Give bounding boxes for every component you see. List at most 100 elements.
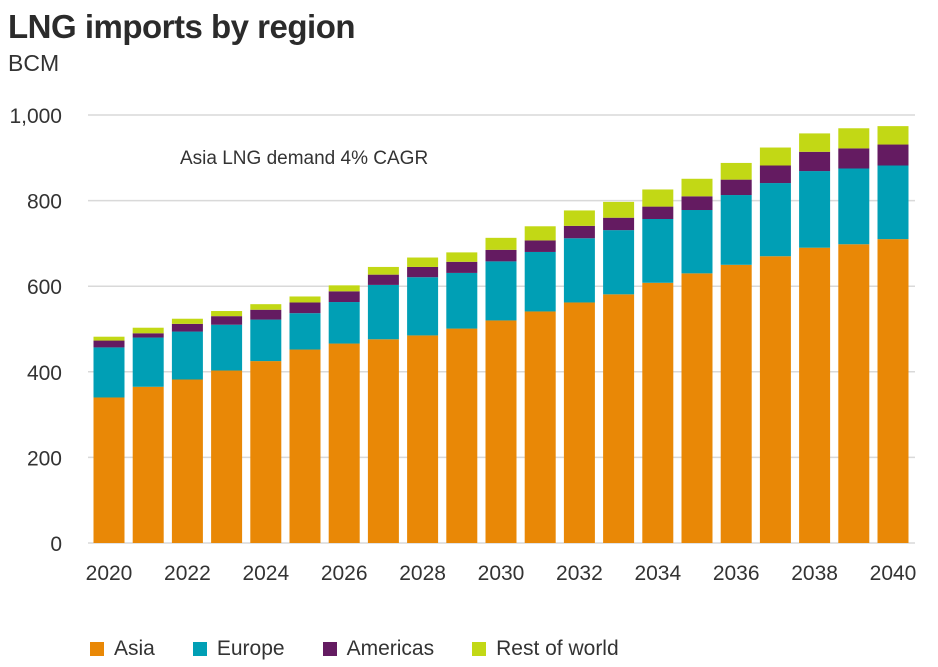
bar-americas-2039 [838, 148, 870, 169]
y-tick-label: 1,000 [9, 105, 62, 128]
legend-item: Europe [192, 637, 285, 661]
x-tick-label: 2028 [399, 562, 446, 585]
bar-asia-2021 [132, 386, 164, 543]
x-tick-label: 2020 [86, 562, 133, 585]
bar-americas-2027 [367, 274, 399, 285]
bar-europe-2027 [367, 284, 399, 340]
bar-americas-2023 [211, 316, 243, 325]
bar-americas-2021 [132, 333, 164, 338]
bar-asia-2034 [642, 282, 674, 543]
bar-europe-2034 [642, 219, 674, 283]
bar-europe-2031 [524, 251, 556, 312]
bar-asia-2033 [603, 294, 635, 543]
bar-americas-2032 [563, 225, 595, 239]
bar-rest-of-world-2023 [211, 311, 243, 317]
bar-rest-of-world-2020 [93, 336, 125, 341]
y-tick-label: 600 [27, 276, 62, 299]
bar-europe-2024 [250, 319, 282, 362]
bar-rest-of-world-2038 [799, 133, 831, 152]
bar-americas-2022 [171, 323, 203, 332]
bar-rest-of-world-2030 [485, 237, 517, 250]
x-tick-label: 2024 [242, 562, 289, 585]
legend-label: Americas [346, 637, 435, 660]
bar-asia-2024 [250, 361, 282, 543]
bar-americas-2037 [759, 165, 791, 184]
legend-item: Asia [90, 637, 155, 661]
x-tick-label: 2032 [556, 562, 603, 585]
bar-americas-2029 [446, 261, 478, 273]
bar-rest-of-world-2034 [642, 189, 674, 207]
bar-rest-of-world-2037 [759, 147, 791, 166]
x-tick-label: 2034 [634, 562, 681, 585]
bar-asia-2040 [877, 239, 909, 543]
bar-americas-2033 [603, 217, 635, 231]
bar-europe-2021 [132, 337, 164, 387]
bar-americas-2040 [877, 144, 909, 166]
y-tick-label: 200 [27, 447, 62, 470]
bar-rest-of-world-2021 [132, 327, 164, 334]
bar-americas-2020 [93, 340, 125, 348]
legend-swatch [192, 642, 207, 656]
bar-rest-of-world-2035 [681, 178, 713, 197]
bar-americas-2026 [328, 291, 360, 303]
bar-americas-2038 [799, 151, 831, 172]
y-tick-label: 0 [50, 533, 62, 556]
bar-europe-2038 [799, 171, 831, 248]
bar-asia-2038 [799, 247, 831, 543]
chart-title: LNG imports by region [8, 8, 356, 45]
bar-asia-2032 [563, 302, 595, 543]
legend-label: Rest of world [496, 637, 619, 660]
annotation: Asia LNG demand 4% CAGR [180, 148, 428, 169]
x-tick-label: 2038 [791, 562, 838, 585]
bar-europe-2035 [681, 210, 713, 274]
bar-rest-of-world-2028 [407, 257, 439, 267]
bar-rest-of-world-2026 [328, 285, 360, 292]
y-tick-label: 400 [27, 362, 62, 385]
bar-europe-2032 [563, 238, 595, 303]
x-tick-label: 2030 [478, 562, 525, 585]
x-tick-label: 2022 [164, 562, 211, 585]
bar-asia-2037 [759, 256, 791, 543]
bar-asia-2028 [407, 335, 439, 543]
bar-americas-2025 [289, 302, 321, 314]
bar-rest-of-world-2029 [446, 252, 478, 262]
bar-americas-2036 [720, 179, 752, 196]
bar-europe-2033 [603, 230, 635, 295]
legend-swatch [472, 642, 487, 656]
bar-rest-of-world-2032 [563, 210, 595, 226]
legend-swatch [90, 642, 104, 656]
bar-europe-2039 [838, 168, 870, 245]
bar-asia-2036 [720, 264, 752, 543]
bar-asia-2039 [838, 244, 870, 544]
legend-label: Asia [114, 637, 155, 660]
bar-rest-of-world-2022 [171, 318, 203, 324]
bar-rest-of-world-2024 [250, 304, 282, 310]
bar-asia-2027 [367, 339, 399, 543]
bar-asia-2029 [446, 328, 478, 543]
bar-americas-2034 [642, 206, 674, 220]
bar-rest-of-world-2033 [603, 201, 635, 218]
x-tick-label: 2026 [321, 562, 368, 585]
bar-americas-2028 [407, 266, 439, 278]
bar-asia-2025 [289, 349, 321, 543]
bar-asia-2022 [171, 379, 203, 543]
bar-americas-2035 [681, 196, 713, 211]
x-tick-label: 2036 [713, 562, 760, 585]
bar-rest-of-world-2039 [838, 128, 870, 149]
bar-asia-2020 [93, 397, 125, 543]
bar-europe-2030 [485, 261, 517, 321]
bar-americas-2030 [485, 249, 517, 262]
bar-asia-2030 [485, 320, 517, 543]
bar-europe-2023 [211, 324, 243, 371]
bar-europe-2026 [328, 302, 360, 344]
y-tick-label: 800 [27, 191, 62, 214]
bar-europe-2028 [407, 277, 439, 336]
chart-unit: BCM [8, 50, 60, 76]
legend-item: Rest of world [472, 637, 619, 661]
legend-label: Europe [216, 637, 285, 660]
bar-europe-2020 [93, 347, 125, 398]
bar-americas-2031 [524, 240, 556, 252]
bar-rest-of-world-2027 [367, 266, 399, 275]
bar-europe-2036 [720, 195, 752, 265]
